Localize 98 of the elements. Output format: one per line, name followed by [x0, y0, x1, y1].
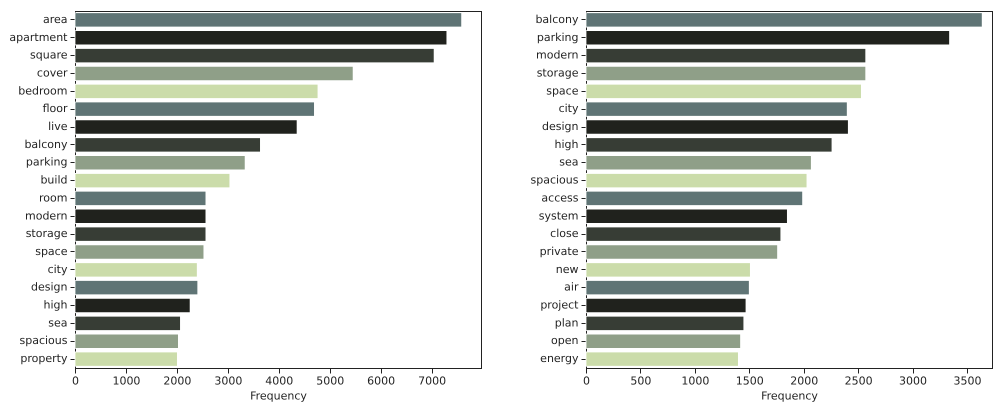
x-axis-title: Frequency: [761, 390, 818, 402]
y-tick-label: cover: [36, 66, 68, 80]
bar: [74, 190, 206, 206]
bar: [586, 190, 804, 206]
y-tick-label: space: [35, 244, 68, 258]
bar: [74, 84, 318, 99]
y-tick-label: spacious: [530, 174, 579, 187]
y-tick-label: parking: [26, 156, 68, 169]
y-tick-label: plan: [554, 316, 579, 330]
bar: [586, 334, 741, 349]
y-tick-label: parking: [536, 30, 578, 44]
bar: [586, 208, 788, 224]
bar: [74, 244, 204, 260]
bar: [586, 30, 950, 46]
y-tick-label: space: [546, 84, 579, 98]
y-tick-label: close: [550, 227, 579, 240]
bar: [74, 352, 178, 367]
bar: [586, 226, 782, 242]
bar: [586, 119, 849, 135]
y-tick-label: energy: [540, 352, 579, 366]
y-tick-label: balcony: [24, 138, 68, 151]
y-tick-label: room: [39, 191, 68, 204]
bar: [74, 316, 181, 331]
y-tick-label: system: [538, 209, 578, 222]
x-tick-label: 4000: [265, 374, 294, 388]
y-tick-label: high: [44, 298, 68, 312]
y-tick-label: design: [542, 120, 579, 134]
y-tick-label: modern: [536, 48, 579, 62]
bar: [586, 155, 812, 170]
x-tick-label: 2000: [790, 374, 818, 388]
bar: [74, 12, 462, 28]
x-tick-label: 3500: [953, 374, 982, 388]
y-tick-label: sea: [48, 316, 68, 330]
y-tick-label: balcony: [535, 12, 579, 26]
y-tick-label: access: [541, 191, 579, 204]
bar: [74, 119, 298, 135]
bar: [74, 262, 198, 278]
x-tick-label: 5000: [316, 374, 344, 388]
x-tick-label: 1500: [736, 374, 764, 388]
x-tick-label: 500: [630, 374, 652, 388]
y-tick-label: square: [30, 48, 68, 62]
y-tick-label: storage: [536, 66, 579, 80]
x-tick-label: 3000: [214, 374, 242, 388]
bar: [586, 48, 866, 64]
bar: [74, 334, 179, 349]
y-tick-label: open: [551, 334, 579, 348]
bar: [586, 84, 862, 99]
bar: [74, 173, 230, 188]
bar: [586, 298, 746, 314]
y-tick-label: project: [540, 298, 580, 312]
x-tick-label: 7000: [418, 374, 446, 388]
y-tick-label: design: [31, 280, 68, 294]
bar: [74, 280, 198, 296]
y-tick-label: high: [554, 138, 579, 151]
bar: [74, 155, 246, 170]
y-tick-label: storage: [26, 227, 68, 240]
bar: [74, 30, 448, 46]
y-tick-label: city: [558, 102, 579, 116]
bar: [586, 137, 832, 152]
bar: [74, 102, 315, 117]
x-tick-label: 6000: [367, 374, 396, 388]
x-tick-label: 1000: [112, 374, 140, 388]
x-tick-label: 0: [72, 374, 79, 388]
bar: [586, 102, 848, 117]
bar: [74, 208, 206, 224]
y-tick-label: apartment: [9, 30, 68, 44]
x-tick-label: 2500: [844, 374, 873, 388]
bar: [74, 66, 354, 82]
y-tick-label: city: [48, 262, 68, 276]
y-tick-label: property: [20, 352, 68, 366]
y-tick-label: floor: [42, 102, 68, 116]
bar: [74, 226, 206, 242]
y-tick-label: new: [556, 262, 578, 276]
bar: [586, 66, 866, 82]
bar: [586, 262, 751, 278]
y-tick-label: private: [540, 244, 579, 258]
x-tick-label: 2000: [163, 374, 192, 388]
x-tick-label: 0: [583, 374, 590, 388]
y-tick-label: spacious: [20, 334, 68, 348]
bar: [74, 298, 191, 314]
y-tick-label: build: [40, 174, 68, 187]
x-tick-label: 1000: [681, 374, 710, 388]
x-tick-label: 3000: [899, 374, 928, 388]
bar: [586, 173, 808, 188]
bar: [74, 48, 435, 64]
bar: [586, 352, 739, 367]
y-tick-label: air: [564, 280, 579, 294]
y-tick-label: area: [42, 12, 68, 26]
bar: [586, 244, 778, 260]
bar: [586, 316, 744, 331]
bar: [74, 137, 261, 152]
bar: [586, 12, 983, 28]
y-tick-label: sea: [559, 156, 578, 169]
bar: [586, 280, 750, 296]
y-tick-label: modern: [25, 209, 68, 222]
x-axis-title: Frequency: [250, 390, 308, 402]
y-tick-label: bedroom: [18, 84, 68, 98]
y-tick-label: live: [48, 120, 68, 134]
